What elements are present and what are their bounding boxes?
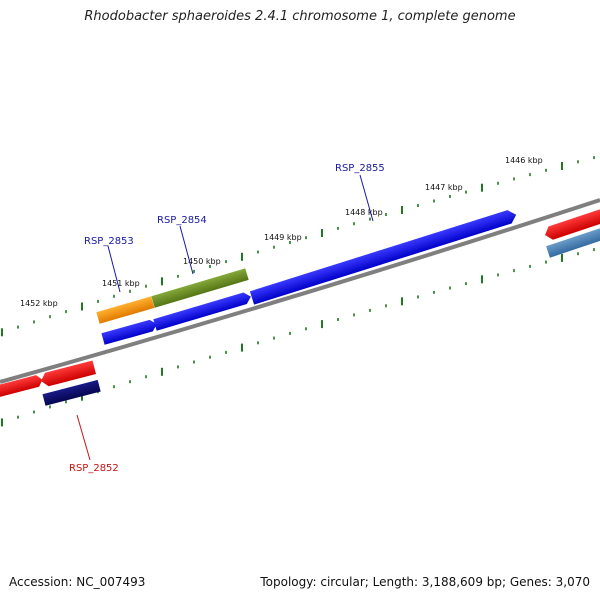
accession-text: Accession: NC_007493 — [9, 575, 146, 589]
scale-label-1448: 1448 kbp — [345, 208, 383, 217]
scale-label-1450: 1450 kbp — [183, 257, 221, 266]
rsp-2854-leader — [179, 225, 194, 275]
lower-scale-ticks — [1, 248, 595, 427]
gene-red-left-edge-feature[interactable] — [0, 374, 44, 398]
scale-label-1447: 1447 kbp — [425, 183, 463, 192]
scale-label-1446: 1446 kbp — [505, 156, 543, 165]
gene-label-rsp-2853[interactable]: RSP_2853 — [84, 236, 134, 247]
rsp-2855-leader — [359, 174, 374, 222]
gene-label-rsp-2855[interactable]: RSP_2855 — [335, 163, 385, 174]
gene-rsp-2854-feature[interactable] — [151, 268, 249, 308]
chromosome-backbone — [0, 198, 600, 384]
rsp-2852-leader — [76, 414, 91, 461]
gene-label-rsp-2852[interactable]: RSP_2852 — [69, 463, 119, 474]
gene-rsp-2853-feature[interactable] — [96, 296, 155, 324]
gene-rsp-2855-feature[interactable] — [249, 208, 518, 305]
gene-blue-left-feature[interactable] — [101, 318, 158, 345]
gene-blue-small-feature[interactable] — [153, 291, 252, 331]
gene-red-right-feature[interactable] — [543, 209, 600, 241]
gene-rsp-2852-feature[interactable] — [42, 379, 101, 406]
gene-red-left-feature[interactable] — [39, 360, 97, 387]
gene-steel-right-feature[interactable] — [546, 227, 600, 258]
scale-label-1451: 1451 kbp — [102, 279, 140, 288]
genome-summary-text: Topology: circular; Length: 3,188,609 bp… — [260, 575, 590, 589]
gene-label-rsp-2854[interactable]: RSP_2854 — [157, 215, 207, 226]
map-title: Rhodobacter sphaeroides 2.4.1 chromosome… — [84, 9, 516, 24]
scale-label-1449: 1449 kbp — [264, 233, 302, 242]
rsp-2853-leader — [107, 245, 121, 293]
scale-label-1452: 1452 kbp — [20, 299, 58, 308]
upper-scale-ticks — [1, 156, 595, 337]
